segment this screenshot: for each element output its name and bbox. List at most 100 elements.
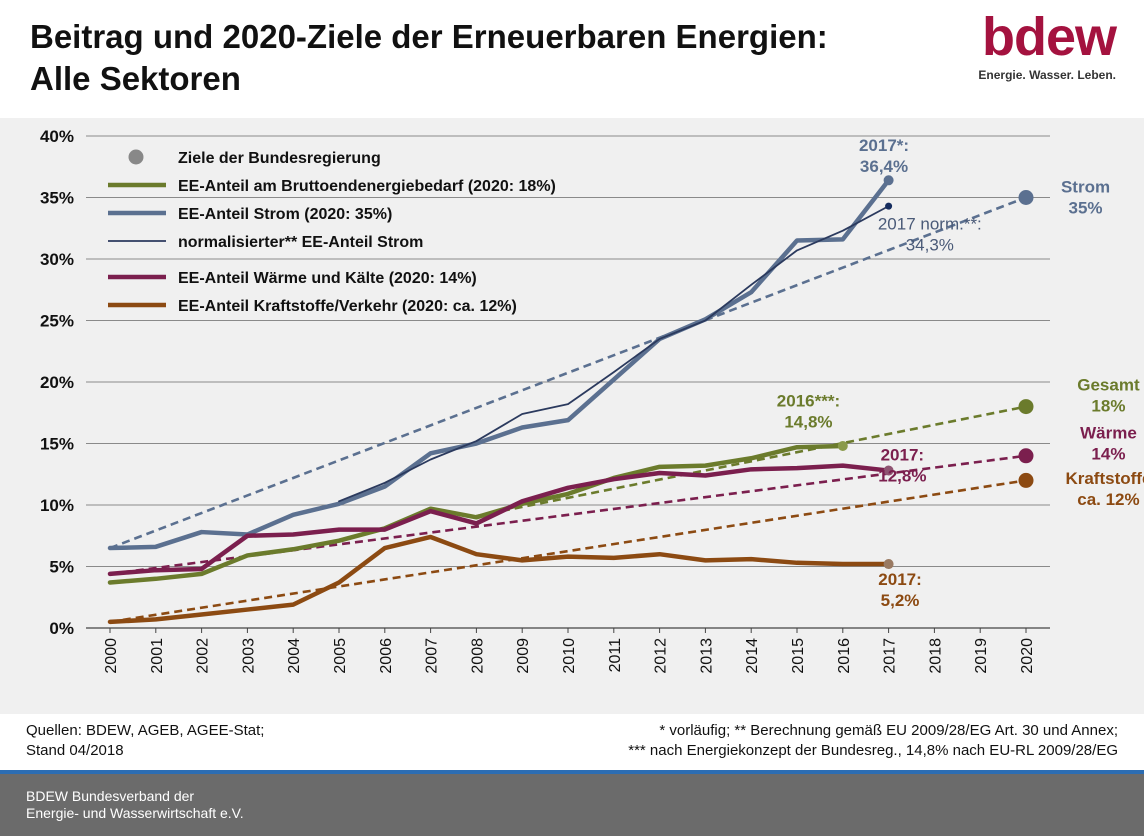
annotation-line: Kraftstoffe	[1065, 469, 1144, 488]
annotation-line: Wärme	[1080, 424, 1137, 443]
target-line-gesamt	[476, 405, 1027, 518]
annotation-line: 14,8%	[784, 413, 832, 432]
legend-item-1: EE-Anteil am Bruttoendenergiebedarf (202…	[108, 178, 556, 195]
endpoint-marker-kraftstoffe	[883, 559, 894, 570]
x-tick-label: 2000	[103, 638, 120, 674]
x-tick-label: 2013	[698, 638, 715, 674]
x-tick-label: 2015	[790, 638, 807, 674]
y-tick-label: 25%	[40, 312, 74, 331]
y-tick-label: 20%	[40, 373, 74, 392]
x-tick-label: 2019	[973, 638, 990, 674]
legend-item-3: normalisierter** EE-Anteil Strom	[108, 234, 423, 251]
annotation-line: 18%	[1091, 397, 1125, 416]
target-dot-strom	[1018, 190, 1034, 205]
annotations: 2017*: 36,4% 2017 norm.**: 34,3% Strom 35% 201…	[777, 136, 1144, 610]
endpoint-marker-strom	[883, 175, 894, 186]
x-tick-label: 2009	[515, 638, 532, 674]
series-line-strom	[107, 178, 891, 551]
x-tick-label: 2016	[836, 638, 853, 674]
footnote-line-1: * vorläufig; ** Berechnung gemäß EU 2009…	[659, 722, 1118, 739]
x-tick-label: 2005	[332, 638, 349, 674]
x-tick-label: 2018	[927, 638, 944, 674]
series-line-gesamt	[107, 443, 846, 585]
annotation-line: 2017:	[881, 446, 924, 465]
title-line-2: Alle Sektoren	[30, 60, 241, 97]
x-axis-tick-labels: 2000 2001 2002 2003 2004 2005 2006 2007 2008 2009…	[103, 638, 1036, 674]
y-tick-label: 35%	[40, 189, 74, 208]
x-tick-label: 2012	[653, 638, 670, 674]
endpoint-marker-strom_norm	[885, 202, 893, 210]
legend-swatch-dot	[128, 149, 144, 165]
footer-org-line-2: Energie- und Wasserwirtschaft e.V.	[26, 805, 244, 821]
endpoint-marker-waerme	[883, 465, 894, 476]
grid-lines	[86, 135, 1050, 633]
x-tick-label: 2006	[378, 638, 395, 674]
y-tick-label: 10%	[40, 496, 74, 515]
annotation-line: 35%	[1069, 199, 1103, 218]
annotation-line: Strom	[1061, 178, 1110, 197]
legend-item-2: EE-Anteil Strom (2020: 35%)	[108, 206, 392, 223]
y-axis-tick-labels: 0% 5% 10% 15% 20% 25% 30% 35% 40%	[40, 127, 74, 638]
annotation-line: 5,2%	[881, 591, 920, 610]
annotation-waerme-2017: 2017: 12,8%	[878, 446, 926, 486]
annotation-line: 36,4%	[860, 157, 908, 176]
footnote-line-2: *** nach Energiekonzept der Bundesreg., …	[628, 742, 1118, 759]
legend-label: EE-Anteil Kraftstoffe/Verkehr (2020: ca.…	[178, 298, 517, 315]
annotation-line: 14%	[1091, 445, 1125, 464]
footnotes: * vorläufig; ** Berechnung gemäß EU 2009…	[628, 721, 1118, 761]
x-tick-label: 2017	[882, 638, 899, 674]
y-tick-label: 40%	[40, 127, 74, 146]
target-line-strom	[109, 196, 1027, 550]
sources-line-1: Quellen: BDEW, AGEB, AGEE-Stat;	[26, 722, 265, 739]
legend-item-0: Ziele der Bundesregierung	[128, 149, 381, 167]
y-tick-label: 30%	[40, 250, 74, 269]
footer-org-line-1: BDEW Bundesverband der	[26, 788, 195, 804]
annotation-line: 34,3%	[906, 235, 954, 254]
annotation-gesamt-2016: 2016***: 14,8%	[777, 392, 840, 432]
bdew-logo: bdew Energie. Wasser. Leben.	[978, 8, 1117, 82]
target-line-kraftstoffe	[109, 479, 1027, 624]
annotation-waerme-target: Wärme 14%	[1080, 424, 1137, 464]
annotation-line: ca. 12%	[1077, 490, 1139, 509]
sources-note: Quellen: BDEW, AGEB, AGEE-Stat; Stand 04…	[26, 721, 264, 761]
x-tick-label: 2020	[1019, 638, 1036, 674]
target-dot-kraftstoffe	[1018, 472, 1034, 488]
x-tick-label: 2003	[240, 638, 257, 674]
target-dot-gesamt	[1018, 399, 1034, 415]
annotation-line: 12,8%	[878, 467, 926, 486]
annotation-strom-2017: 2017*: 36,4%	[859, 136, 909, 176]
data-series	[107, 178, 891, 625]
logo-tagline: Energie. Wasser. Leben.	[978, 68, 1116, 82]
target-trend-lines	[109, 196, 1027, 624]
y-tick-label: 0%	[49, 619, 74, 638]
x-tick-label: 2007	[424, 638, 441, 674]
chart-area: 0% 5% 10% 15% 20% 25% 30% 35% 40% 2000 2001 2002 20…	[0, 118, 1144, 714]
renewables-line-chart: 0%5%10%15%20%25%30%35%40% 2000 2001 2002 20…	[40, 127, 1144, 674]
legend-label: normalisierter** EE-Anteil Strom	[178, 234, 423, 251]
series-line-strom_norm	[338, 205, 890, 503]
legend-item-5: EE-Anteil Kraftstoffe/Verkehr (2020: ca.…	[108, 298, 517, 315]
annotation-line: 2017 norm.**:	[878, 214, 982, 233]
target-dot-waerme	[1018, 448, 1034, 464]
footer-divider	[0, 770, 1144, 774]
legend: Ziele der Bundesregierung EE-Anteil am Br…	[108, 149, 556, 315]
footer-bar: BDEW Bundesverband der Energie- und Wass…	[0, 774, 1144, 836]
page-title: Beitrag und 2020-Ziele der Erneuerbaren …	[30, 16, 828, 100]
title-line-1: Beitrag und 2020-Ziele der Erneuerbaren …	[30, 18, 828, 55]
legend-label: EE-Anteil am Bruttoendenergiebedarf (202…	[178, 178, 556, 195]
legend-label: EE-Anteil Wärme und Kälte (2020: 14%)	[178, 270, 477, 287]
series-line-kraftstoffe	[107, 534, 891, 625]
x-tick-label: 2010	[561, 638, 578, 674]
footer-organization: BDEW Bundesverband der Energie- und Wass…	[26, 788, 244, 822]
x-tick-label: 2002	[195, 638, 212, 674]
annotation-line: 2016***:	[777, 392, 840, 411]
x-tick-label: 2014	[744, 638, 761, 674]
target-line-waerme	[109, 454, 1027, 576]
annotation-strom-target: Strom 35%	[1061, 178, 1110, 218]
y-tick-label: 5%	[49, 558, 74, 577]
annotation-line: Gesamt	[1077, 376, 1140, 395]
x-tick-label: 2004	[286, 638, 303, 674]
annotation-line: 2017:	[878, 570, 921, 589]
endpoint-markers	[837, 175, 1034, 570]
legend-label: EE-Anteil Strom (2020: 35%)	[178, 206, 392, 223]
